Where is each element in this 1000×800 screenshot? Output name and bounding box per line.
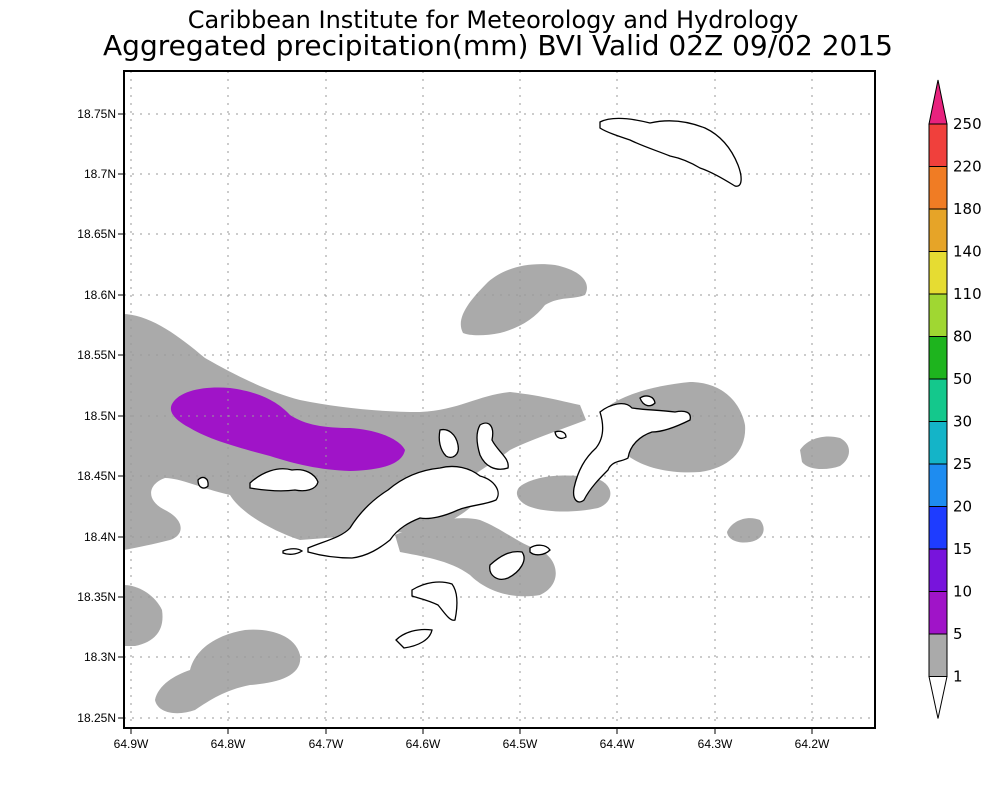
lon-tick-label: 64.4W bbox=[600, 737, 635, 751]
lat-tick-label: 18.55N bbox=[77, 348, 116, 362]
lon-tick-label: 64.7W bbox=[309, 737, 344, 751]
lon-axis: 64.9W 64.8W 64.7W 64.6W 64.5W 64.4W 64.3… bbox=[114, 728, 830, 751]
colorbar-swatch bbox=[928, 293, 948, 337]
precip-area-east-main bbox=[608, 382, 746, 473]
plot-area bbox=[123, 70, 876, 729]
colorbar-swatch bbox=[928, 633, 948, 677]
colorbar-swatch bbox=[928, 421, 948, 465]
island-north-spit bbox=[476, 422, 509, 470]
lon-tick-label: 64.6W bbox=[406, 737, 441, 751]
lat-tick-label: 18.5N bbox=[84, 409, 116, 423]
colorbar-label: 250 bbox=[953, 115, 982, 133]
lon-tick-label: 64.3W bbox=[698, 737, 733, 751]
plot-frame bbox=[123, 70, 876, 729]
map-title-line1: Caribbean Institute for Meteorology and … bbox=[188, 6, 799, 34]
lon-tick-label: 64.8W bbox=[211, 737, 246, 751]
precip-area-central-south bbox=[395, 518, 556, 597]
colorbar-swatch bbox=[928, 166, 948, 210]
colorbar-top-arrow bbox=[928, 79, 948, 125]
precip-area-southwest-edge bbox=[124, 585, 163, 646]
lat-tick-label: 18.7N bbox=[84, 167, 116, 181]
precip-area-north-blob bbox=[460, 264, 587, 336]
colorbar-swatch bbox=[928, 251, 948, 295]
colorbar-swatch bbox=[928, 336, 948, 380]
colorbar-label: 180 bbox=[953, 200, 982, 218]
colorbar-label: 80 bbox=[953, 328, 972, 346]
graticule bbox=[124, 71, 875, 728]
island-tiny-east-a bbox=[639, 395, 656, 407]
colorbar-label: 30 bbox=[953, 413, 972, 431]
island-peter bbox=[411, 581, 458, 621]
colorbar-bottom-arrow bbox=[928, 676, 948, 719]
precip-area-heavy bbox=[170, 387, 405, 471]
island-small-east bbox=[529, 544, 551, 556]
island-tiny-west bbox=[197, 476, 209, 489]
islands bbox=[197, 117, 742, 649]
lat-tick-label: 18.65N bbox=[77, 227, 116, 241]
lat-tick-label: 18.75N bbox=[77, 107, 116, 121]
lat-tick-label: 18.4N bbox=[84, 530, 116, 544]
map-title-line2: Aggregated precipitation(mm) BVI Valid 0… bbox=[103, 29, 893, 62]
colorbar-swatch bbox=[928, 506, 948, 550]
colorbar-label: 5 bbox=[953, 625, 963, 643]
colorbar-label: 1 bbox=[953, 668, 963, 686]
colorbar-label: 50 bbox=[953, 370, 972, 388]
lat-tick-label: 18.45N bbox=[77, 469, 116, 483]
precip-area-far-east bbox=[800, 436, 849, 470]
island-anegada bbox=[599, 117, 742, 187]
colorbar-swatch bbox=[928, 378, 948, 422]
colorbar-swatch bbox=[928, 548, 948, 592]
island-central-small bbox=[438, 428, 459, 459]
island-tiny-southwest bbox=[282, 548, 304, 555]
colorbar-swatch bbox=[928, 463, 948, 507]
lon-tick-label: 64.2W bbox=[795, 737, 830, 751]
colorbar-label: 140 bbox=[953, 243, 982, 261]
colorbar-label: 110 bbox=[953, 285, 982, 303]
lon-tick-label: 64.9W bbox=[114, 737, 149, 751]
colorbar-swatch bbox=[928, 208, 948, 252]
lon-tick-label: 64.5W bbox=[503, 737, 538, 751]
colorbar-swatch bbox=[928, 123, 948, 167]
colorbar-legend: 250 220 180 140 110 80 50 30 25 20 15 10 5 1 bbox=[928, 79, 982, 719]
lat-tick-label: 18.35N bbox=[77, 590, 116, 604]
colorbar-label: 15 bbox=[953, 540, 972, 558]
colorbar-label: 25 bbox=[953, 455, 972, 473]
lat-tick-label: 18.25N bbox=[77, 711, 116, 725]
island-tiny-east-b bbox=[554, 430, 567, 439]
colorbar-swatch bbox=[928, 591, 948, 635]
island-tortola bbox=[307, 465, 499, 559]
lat-tick-label: 18.6N bbox=[84, 288, 116, 302]
lat-axis: 18.75N 18.7N 18.65N 18.6N 18.55N 18.5N 1… bbox=[77, 107, 124, 725]
precip-area-east-small bbox=[727, 518, 764, 543]
island-virgin-gorda bbox=[572, 402, 691, 503]
lat-tick-label: 18.3N bbox=[84, 650, 116, 664]
colorbar-label: 10 bbox=[953, 583, 972, 601]
island-norman bbox=[395, 628, 433, 649]
island-south-cluster bbox=[489, 550, 525, 580]
colorbar-label: 220 bbox=[953, 158, 982, 176]
island-west-cluster bbox=[249, 468, 319, 492]
colorbar-label: 20 bbox=[953, 498, 972, 516]
